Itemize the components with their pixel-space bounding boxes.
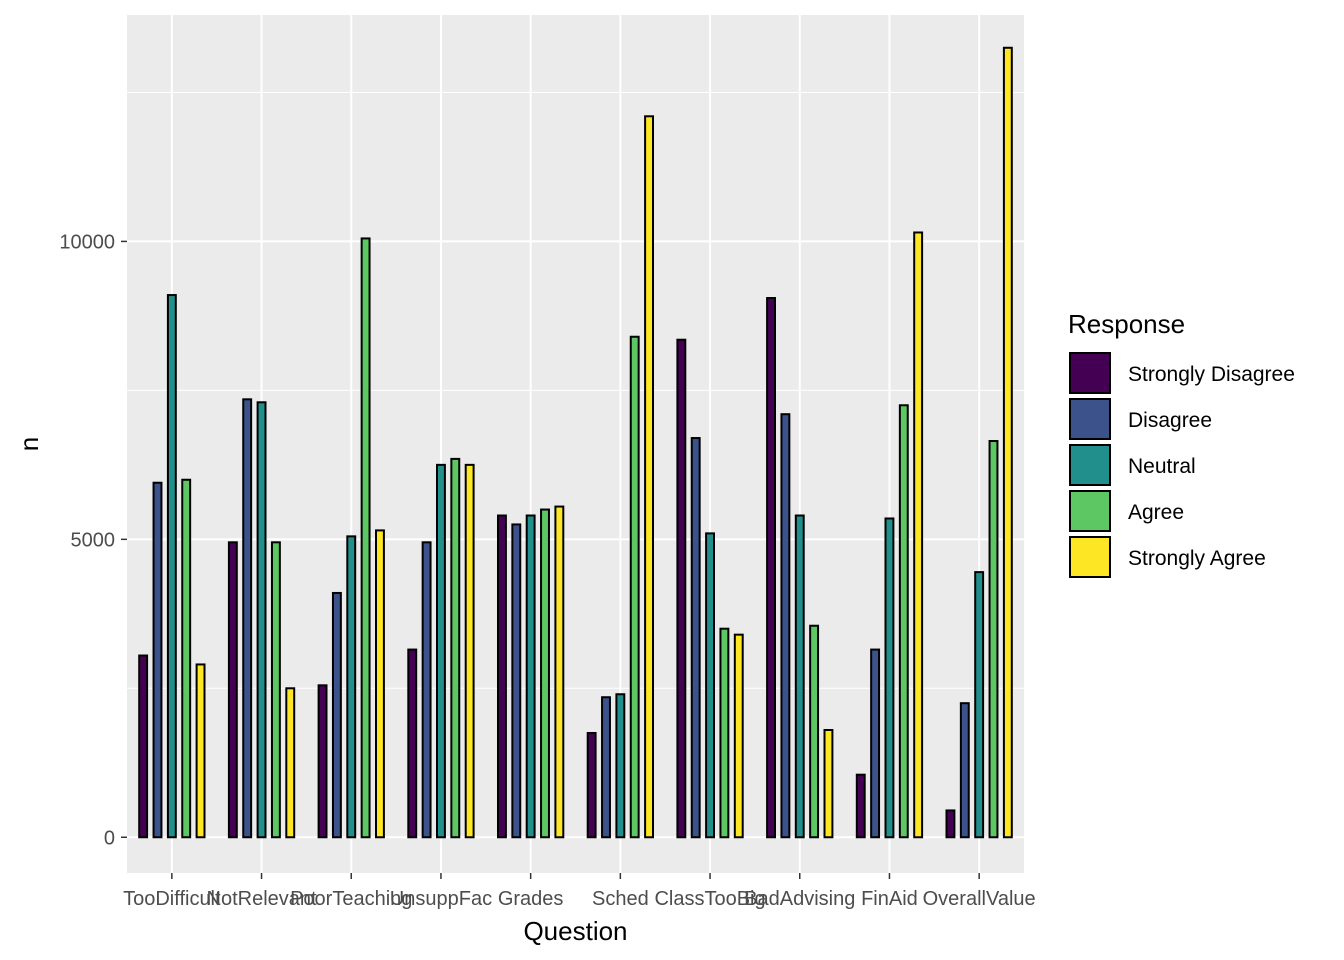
legend-label: Strongly Disagree	[1128, 363, 1295, 386]
bar	[436, 463, 446, 839]
bar	[227, 541, 238, 839]
bar	[959, 702, 970, 839]
bar	[152, 481, 163, 839]
y-axis: 0 5000 10000	[59, 231, 127, 849]
bar	[242, 398, 253, 839]
bar	[285, 687, 296, 839]
bar	[195, 663, 206, 839]
bar	[809, 624, 820, 839]
bar	[138, 654, 149, 839]
bar	[629, 335, 640, 839]
bar	[360, 237, 371, 839]
bar	[780, 413, 791, 839]
x-tick-label: FinAid	[861, 888, 918, 910]
legend-key	[1069, 352, 1111, 394]
legend: Response Strongly Disagree Disagree Neutra…	[1068, 309, 1295, 578]
bar	[870, 648, 881, 839]
x-tick-label: BadAdvising	[744, 888, 855, 910]
bar	[181, 478, 192, 839]
bar	[407, 648, 418, 839]
legend-label: Strongly Agree	[1128, 547, 1266, 570]
bar	[823, 729, 834, 839]
bar	[256, 401, 267, 839]
bar	[331, 591, 342, 839]
y-axis-title: n	[14, 437, 44, 451]
x-tick-label: TooDifficult	[123, 888, 221, 910]
legend-label: Disagree	[1128, 409, 1212, 432]
bar	[766, 297, 776, 839]
bar	[690, 437, 701, 839]
bar	[644, 115, 655, 839]
x-axis-title: Question	[523, 916, 627, 946]
bar	[375, 529, 385, 839]
legend-key	[1069, 536, 1111, 578]
legend-key	[1069, 444, 1111, 486]
bar	[988, 440, 999, 839]
bar	[913, 231, 924, 839]
bar	[855, 773, 866, 839]
x-tick-label: ClassTooBig	[654, 888, 765, 910]
bar	[615, 693, 626, 839]
x-tick-label: NotRelevant	[207, 888, 318, 910]
x-tick-label: PoorTeaching	[290, 888, 412, 910]
x-tick-label: Grades	[498, 888, 564, 910]
bar	[554, 505, 565, 839]
legend-key	[1069, 490, 1111, 532]
y-tick-label: 10000	[59, 231, 115, 253]
bar	[496, 514, 507, 839]
bar	[511, 523, 522, 839]
bar	[601, 696, 611, 839]
legend-key	[1069, 398, 1111, 440]
bar	[884, 517, 895, 839]
legend-title: Response	[1068, 309, 1185, 339]
x-tick-label: Sched	[592, 888, 649, 910]
bar	[945, 809, 956, 839]
bar	[719, 627, 730, 839]
bar	[586, 731, 597, 839]
x-tick-label: OverallValue	[923, 888, 1036, 910]
bar	[974, 571, 985, 839]
bar	[525, 514, 536, 839]
bar	[540, 508, 550, 839]
bar	[705, 532, 715, 839]
y-tick-label: 0	[104, 827, 115, 849]
bar	[733, 633, 744, 839]
bar	[270, 541, 281, 839]
legend-label: Neutral	[1128, 455, 1196, 478]
legend-label: Agree	[1128, 501, 1184, 524]
bar	[421, 541, 432, 839]
bar	[317, 684, 328, 839]
x-tick-label: UnsuppFac	[390, 888, 492, 910]
bar	[794, 514, 805, 839]
bar	[676, 338, 687, 839]
bar	[898, 404, 909, 839]
bar	[464, 463, 475, 839]
bar	[1002, 46, 1013, 839]
y-tick-label: 5000	[71, 529, 116, 551]
bar	[346, 535, 357, 839]
x-axis: TooDifficultNotRelevantPoorTeachingUnsup…	[123, 873, 1036, 910]
bars	[138, 46, 1013, 839]
bar	[166, 294, 177, 839]
bar	[450, 457, 461, 839]
